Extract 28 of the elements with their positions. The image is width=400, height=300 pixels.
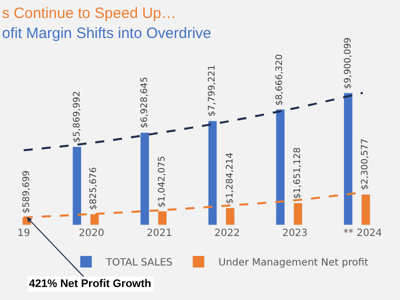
x-tick-label: 2022 <box>214 228 240 239</box>
data-label: $1,042,075 <box>157 156 168 208</box>
chart-subtitle: ofit Margin Shifts into Overdrive <box>2 25 212 42</box>
legend-label: Under Management Net profit <box>218 258 368 269</box>
data-label: $7,799,221 <box>208 64 218 116</box>
x-tick-label: 2021 <box>146 228 172 239</box>
data-label: $6,928,645 <box>140 76 150 128</box>
annotation: 421% Net Profit Growth <box>29 278 152 290</box>
data-label: $1,284,214 <box>225 152 236 204</box>
bar <box>208 120 218 225</box>
x-tick-label: 2023 <box>282 228 308 239</box>
x-tick-label: ** 2024 <box>343 228 382 239</box>
bar <box>276 109 285 225</box>
data-label: $9,900,099 <box>343 37 354 89</box>
bar <box>343 92 353 225</box>
x-tick-label: 19 <box>17 228 30 239</box>
chart-title: s Continue to Speed Up… <box>2 5 176 22</box>
data-label: $5,869,992 <box>72 91 82 143</box>
bar <box>72 146 82 225</box>
legend-label: TOTAL SALES <box>105 258 173 269</box>
data-label: $825,676 <box>89 166 100 210</box>
bar <box>361 194 370 225</box>
data-label: $1,651,128 <box>293 147 304 199</box>
data-label: $2,300,577 <box>360 138 370 190</box>
data-label: $589,699 <box>22 170 32 214</box>
data-label: $8,666,320 <box>275 54 286 106</box>
x-tick-label: 2020 <box>78 228 104 239</box>
bar <box>140 132 150 225</box>
